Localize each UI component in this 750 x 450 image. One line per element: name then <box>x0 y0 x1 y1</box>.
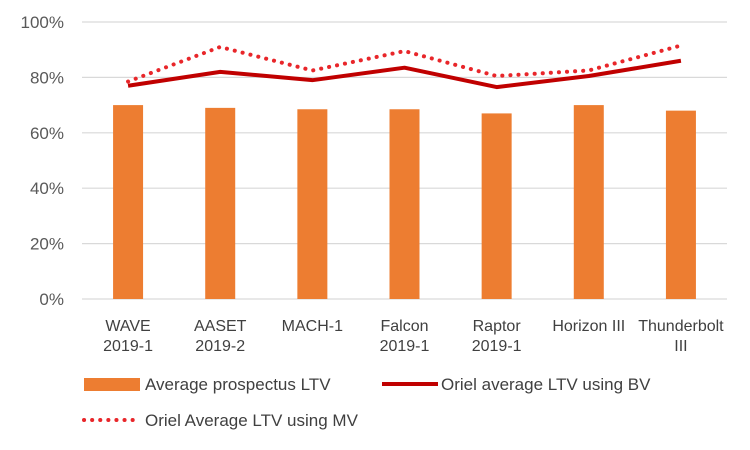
legend-swatch-prospectus <box>84 378 140 391</box>
y-tick-label: 80% <box>30 68 64 87</box>
legend-label-mv: Oriel Average LTV using MV <box>145 411 359 430</box>
bar <box>297 109 328 299</box>
legend: Average prospectus LTV Oriel average LTV … <box>82 375 651 430</box>
x-tick-label: Falcon <box>380 318 428 335</box>
x-tick-label: MACH-1 <box>282 318 343 335</box>
x-tick-label: 2019-1 <box>472 338 522 355</box>
y-tick-label: 20% <box>30 235 64 254</box>
x-tick-label: AASET <box>194 318 247 335</box>
y-tick-label: 100% <box>21 13 64 32</box>
bar <box>389 109 420 299</box>
bar <box>205 107 236 300</box>
line-series <box>126 43 683 90</box>
bar-series <box>113 105 696 300</box>
legend-label-prospectus: Average prospectus LTV <box>145 375 331 394</box>
bar <box>665 110 696 299</box>
x-tick-label: WAVE <box>105 318 150 335</box>
line-series-mv <box>126 43 683 84</box>
line-series-bv <box>127 58 682 90</box>
legend-label-bv: Oriel average LTV using BV <box>441 375 651 394</box>
x-axis-ticks: WAVE 2019-1 AASET 2019-2 MACH-1 Falcon 2019-1 R… <box>103 318 724 355</box>
x-tick-label: III <box>674 338 687 355</box>
bar <box>573 105 604 299</box>
y-tick-label: 40% <box>30 179 64 198</box>
x-tick-label: 2019-1 <box>380 338 430 355</box>
x-tick-label: Thunderbolt <box>638 318 724 335</box>
y-tick-label: 0% <box>39 290 64 309</box>
x-tick-label: 2019-2 <box>195 338 245 355</box>
x-tick-label: Horizon III <box>552 318 625 335</box>
bar <box>113 105 144 299</box>
x-tick-label: Raptor <box>473 318 522 335</box>
bar <box>481 113 512 299</box>
y-tick-label: 60% <box>30 124 64 143</box>
x-tick-label: 2019-1 <box>103 338 153 355</box>
y-axis-ticks: 0% 20% 40% 60% 80% 100% <box>21 13 64 309</box>
